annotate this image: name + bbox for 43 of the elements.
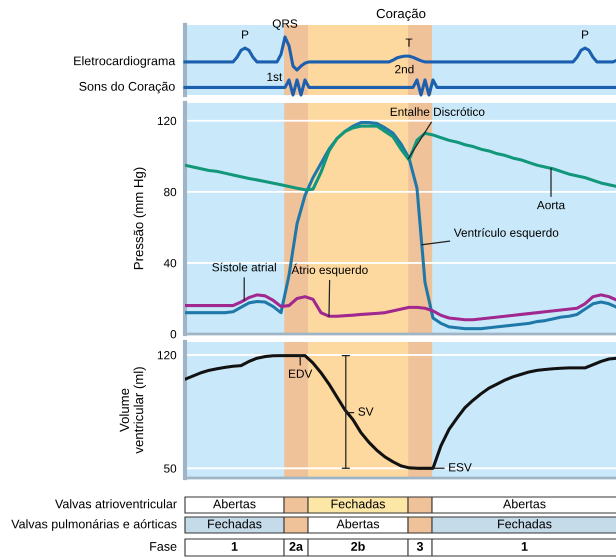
text: Valvas pulmonárias e aórticas (11, 519, 177, 531)
line-series (185, 124, 616, 192)
y-tick-label: 80 (164, 188, 176, 196)
text: QRS (272, 19, 298, 30)
annotation: Entalhe Discrótico (390, 107, 484, 116)
series-label: Eletrocardiograma (74, 56, 176, 68)
text: 2b (351, 542, 365, 551)
annotation: P (582, 30, 588, 39)
annotation: 1st (267, 72, 282, 81)
line-series (185, 354, 616, 470)
text: Abertas (502, 499, 546, 508)
text: Abertas (336, 519, 380, 528)
y-tick-label: 40 (164, 258, 176, 268)
y-tick-label: 120 (158, 116, 176, 126)
text: Valvas atrioventricular (55, 499, 177, 508)
series-label: Sons do Coração (79, 82, 175, 94)
text: Aorta (536, 200, 566, 210)
y-tick-label: 50 (164, 464, 176, 473)
line-series (185, 293, 616, 322)
y-tick-label: 0 (170, 330, 176, 338)
chart-title: Coração (376, 8, 426, 21)
text: 1 (232, 542, 238, 551)
annotation: ESV (449, 463, 472, 472)
text: Fechadas (498, 519, 552, 528)
annotation: P (242, 30, 248, 39)
text: Abertas (212, 499, 256, 508)
annotation: Sístole atrial (212, 262, 276, 272)
series-label: Átrio esquerdo (291, 264, 368, 276)
annotation: EDV (289, 370, 312, 378)
text: 1 (522, 542, 528, 551)
text: Fechadas (208, 519, 262, 528)
y-axis-title: Volume ventricular (ml) (119, 367, 146, 454)
text: 2a (289, 542, 304, 551)
annotation: 2nd (395, 64, 414, 74)
text: Fechadas (332, 499, 385, 508)
y-axis-title: Pressão (mm Hg) (134, 168, 146, 270)
y-tick-label: 120 (158, 350, 176, 360)
text: Fase (150, 542, 176, 551)
text: 3 (416, 542, 424, 551)
line-series (185, 121, 616, 330)
annotation: SV (358, 407, 374, 416)
annotation: T (406, 38, 412, 47)
text: Ventrículo esquerdo (454, 228, 558, 240)
